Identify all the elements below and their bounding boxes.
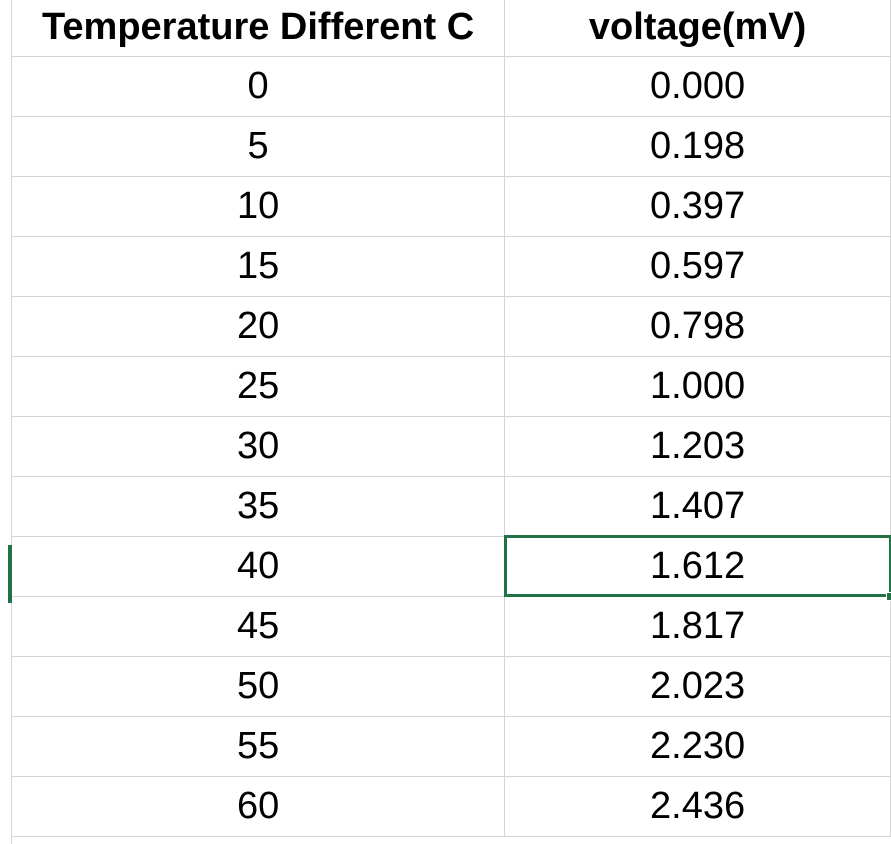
temperature-cell[interactable]: 5 xyxy=(12,116,506,177)
table-row: 40 1.612 xyxy=(12,535,891,601)
temperature-cell[interactable]: 0 xyxy=(12,56,506,117)
temperature-cell[interactable]: 20 xyxy=(12,296,506,357)
table-row: 15 0.597 xyxy=(12,236,891,297)
voltage-cell[interactable]: 0.597 xyxy=(504,236,891,297)
header-cell-temperature[interactable]: Temperature Different C xyxy=(12,0,506,57)
fill-handle[interactable] xyxy=(886,591,891,601)
voltage-cell[interactable]: 0.798 xyxy=(504,296,891,357)
table-row: 60 2.436 xyxy=(12,776,891,837)
temperature-cell[interactable]: 45 xyxy=(12,596,506,657)
selected-cell-value: 1.612 xyxy=(650,544,746,587)
temperature-cell[interactable]: 50 xyxy=(12,656,506,717)
temperature-cell[interactable]: 30 xyxy=(12,416,506,477)
table-row: 30 1.203 xyxy=(12,416,891,477)
temperature-cell[interactable]: 55 xyxy=(12,716,506,777)
table-row: 25 1.000 xyxy=(12,356,891,417)
voltage-cell[interactable]: 1.000 xyxy=(504,356,891,417)
data-table: Temperature Different C voltage(mV) 0 0.… xyxy=(12,0,891,837)
table-row: 0 0.000 xyxy=(12,56,891,117)
voltage-cell[interactable]: 1.817 xyxy=(504,596,891,657)
temperature-cell[interactable]: 40 xyxy=(12,536,506,597)
table-row: 10 0.397 xyxy=(12,176,891,237)
voltage-cell[interactable]: 2.436 xyxy=(504,776,891,837)
table-row: 35 1.407 xyxy=(12,476,891,537)
temperature-cell[interactable]: 25 xyxy=(12,356,506,417)
voltage-cell[interactable]: 2.023 xyxy=(504,656,891,717)
voltage-cell[interactable]: 2.230 xyxy=(504,716,891,777)
table-row: 45 1.817 xyxy=(12,596,891,657)
header-row: Temperature Different C voltage(mV) xyxy=(12,0,891,57)
temperature-cell[interactable]: 15 xyxy=(12,236,506,297)
table-row: 20 0.798 xyxy=(12,296,891,357)
temperature-cell[interactable]: 35 xyxy=(12,476,506,537)
row-header-gutter[interactable] xyxy=(0,0,12,844)
voltage-cell[interactable]: 0.397 xyxy=(504,176,891,237)
temperature-cell[interactable]: 10 xyxy=(12,176,506,237)
voltage-cell[interactable]: 1.203 xyxy=(504,416,891,477)
table-row: 5 0.198 xyxy=(12,116,891,177)
table-row: 55 2.230 xyxy=(12,716,891,777)
voltage-cell[interactable]: 0.198 xyxy=(504,116,891,177)
table-row: 50 2.023 xyxy=(12,656,891,717)
selected-voltage-cell[interactable]: 1.612 xyxy=(503,535,891,601)
temperature-cell[interactable]: 60 xyxy=(12,776,506,837)
voltage-cell[interactable]: 1.407 xyxy=(504,476,891,537)
header-cell-voltage[interactable]: voltage(mV) xyxy=(504,0,891,57)
selected-row-indicator xyxy=(8,545,12,603)
voltage-cell[interactable]: 0.000 xyxy=(504,56,891,117)
